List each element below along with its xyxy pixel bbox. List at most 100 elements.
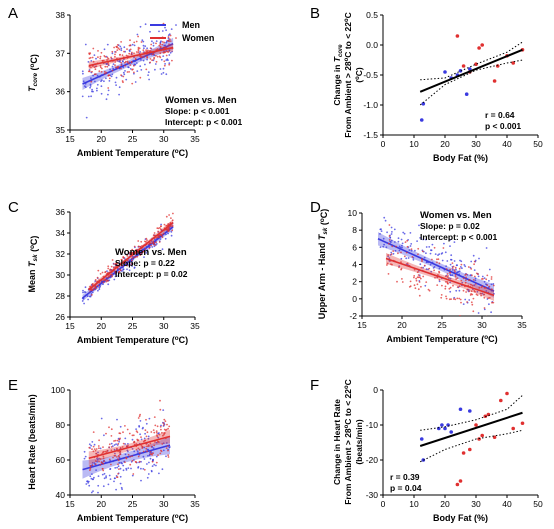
data-point [140,69,143,71]
plot-area [81,22,174,119]
confidence-curve [420,394,523,431]
data-point [436,261,438,264]
data-point [425,246,428,248]
data-point [83,457,86,460]
data-point [449,430,454,434]
data-point [146,58,149,61]
data-point [471,274,473,277]
annotation-line: Intercept: p < 0.001 [420,232,498,242]
data-point [160,58,163,61]
data-point [161,43,164,46]
data-point [167,230,170,233]
panel-a: A 15 20 25 30 35 35 36 37 38 Ambient Temperature (… [8,5,243,158]
data-point [119,482,122,485]
data-point [126,60,129,63]
data-point [158,30,160,33]
data-point [111,69,114,72]
data-point [165,215,168,218]
data-point [144,432,147,435]
data-point [135,51,138,53]
data-point [469,294,472,296]
data-point [165,233,167,236]
confidence-curve [419,59,523,106]
data-point [107,265,110,268]
data-point [480,43,485,47]
data-point [99,55,102,58]
data-point [161,443,164,445]
data-point [449,271,452,274]
data-point [448,298,451,301]
data-point [114,55,116,58]
data-point [461,64,466,68]
data-point [157,440,159,443]
data-point [170,217,172,220]
data-point [157,230,160,233]
data-point [139,25,142,28]
y-axis-label: (beats/min) [354,419,364,465]
data-point [110,446,113,448]
data-point [103,434,105,437]
data-point [129,48,132,51]
data-point [113,266,116,268]
data-point [425,238,427,241]
data-point [161,30,164,32]
data-point [158,432,160,434]
data-point [128,71,131,73]
data-point [120,47,123,50]
data-point [111,73,114,76]
data-point [152,42,155,44]
data-point [118,48,121,51]
data-point [129,64,132,66]
data-point [468,409,472,413]
data-point [147,71,150,74]
data-point [458,289,461,292]
data-point [107,267,110,270]
data-point [116,418,118,421]
data-point [153,463,156,466]
data-point [505,391,509,396]
data-point [131,448,134,450]
x-axis-label: Ambient Temperature (oC) [77,148,188,158]
data-point [160,449,162,452]
data-point [171,50,174,53]
data-point [100,70,103,73]
data-point [105,476,107,479]
data-point [168,63,171,66]
data-point [114,467,117,469]
data-point [128,44,131,47]
data-point [443,242,445,245]
data-point [143,439,146,442]
data-point [413,276,415,279]
data-point [387,242,390,245]
data-point [91,462,94,464]
data-point [144,248,147,250]
data-point [480,294,482,297]
data-point [140,41,143,43]
annotation-line: Slope: p = 0.02 [420,221,480,231]
data-point [458,69,463,73]
data-point [147,473,150,475]
data-point [162,67,165,70]
data-point [485,278,488,281]
data-point [114,53,116,56]
data-point [419,118,424,122]
data-point [436,284,439,286]
x-tick-label: 25 [128,499,138,509]
data-point [83,291,86,293]
data-point [119,453,121,456]
data-point [453,260,456,262]
data-point [170,234,173,237]
data-point [133,459,135,461]
y-axis-label: Upper Arm - Hand Tsk (oC) [317,209,329,320]
data-point [409,232,412,234]
data-point [459,315,461,316]
data-point [107,63,110,66]
data-point [452,265,455,268]
data-point [417,274,420,276]
x-tick-label: 30 [159,499,169,509]
data-point [109,273,112,276]
data-point [397,240,400,243]
data-point [461,451,466,455]
x-tick-label: 30 [471,139,481,149]
data-point [119,447,122,449]
